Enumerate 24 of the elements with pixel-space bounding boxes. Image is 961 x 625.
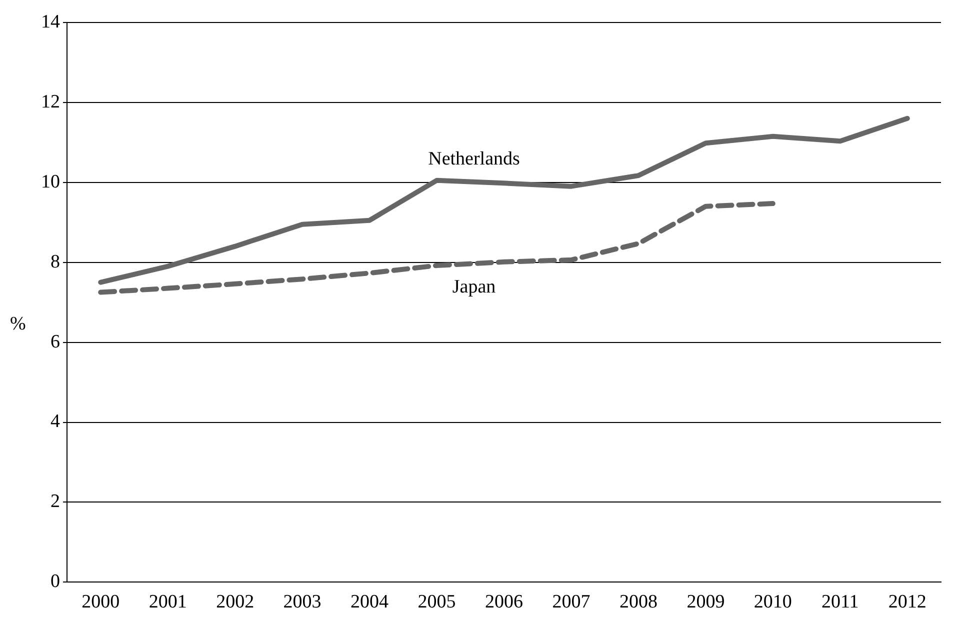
y-tick-label: 2 — [50, 491, 60, 512]
x-tick-label: 2012 — [888, 592, 926, 613]
y-tick-label: 0 — [50, 571, 60, 592]
x-tick-label: 2001 — [148, 592, 187, 613]
y-tick-label: 10 — [41, 171, 60, 192]
y-tick-label: 6 — [50, 331, 60, 352]
x-tick-label: 2011 — [822, 592, 859, 613]
series-label: Japan — [452, 276, 496, 298]
y-tick-label: 12 — [41, 91, 60, 112]
x-tick-label: 2006 — [485, 592, 523, 613]
x-tick-label: 2009 — [686, 592, 725, 613]
x-tick-label: 2005 — [418, 592, 456, 613]
x-tick-label: 2002 — [216, 592, 254, 613]
y-axis-title: % — [10, 314, 26, 335]
x-tick-label: 2000 — [82, 592, 120, 613]
x-tick-label: 2008 — [619, 592, 658, 613]
y-tick-label: 14 — [41, 11, 60, 32]
x-tick-label: 2010 — [754, 592, 792, 613]
x-tick-label: 2004 — [350, 592, 390, 613]
series-label: Netherlands — [428, 148, 520, 170]
y-tick-label: 4 — [50, 411, 60, 432]
y-tick-label: 8 — [50, 251, 60, 272]
x-tick-label: 2007 — [552, 592, 590, 613]
x-tick-label: 2003 — [283, 592, 322, 613]
